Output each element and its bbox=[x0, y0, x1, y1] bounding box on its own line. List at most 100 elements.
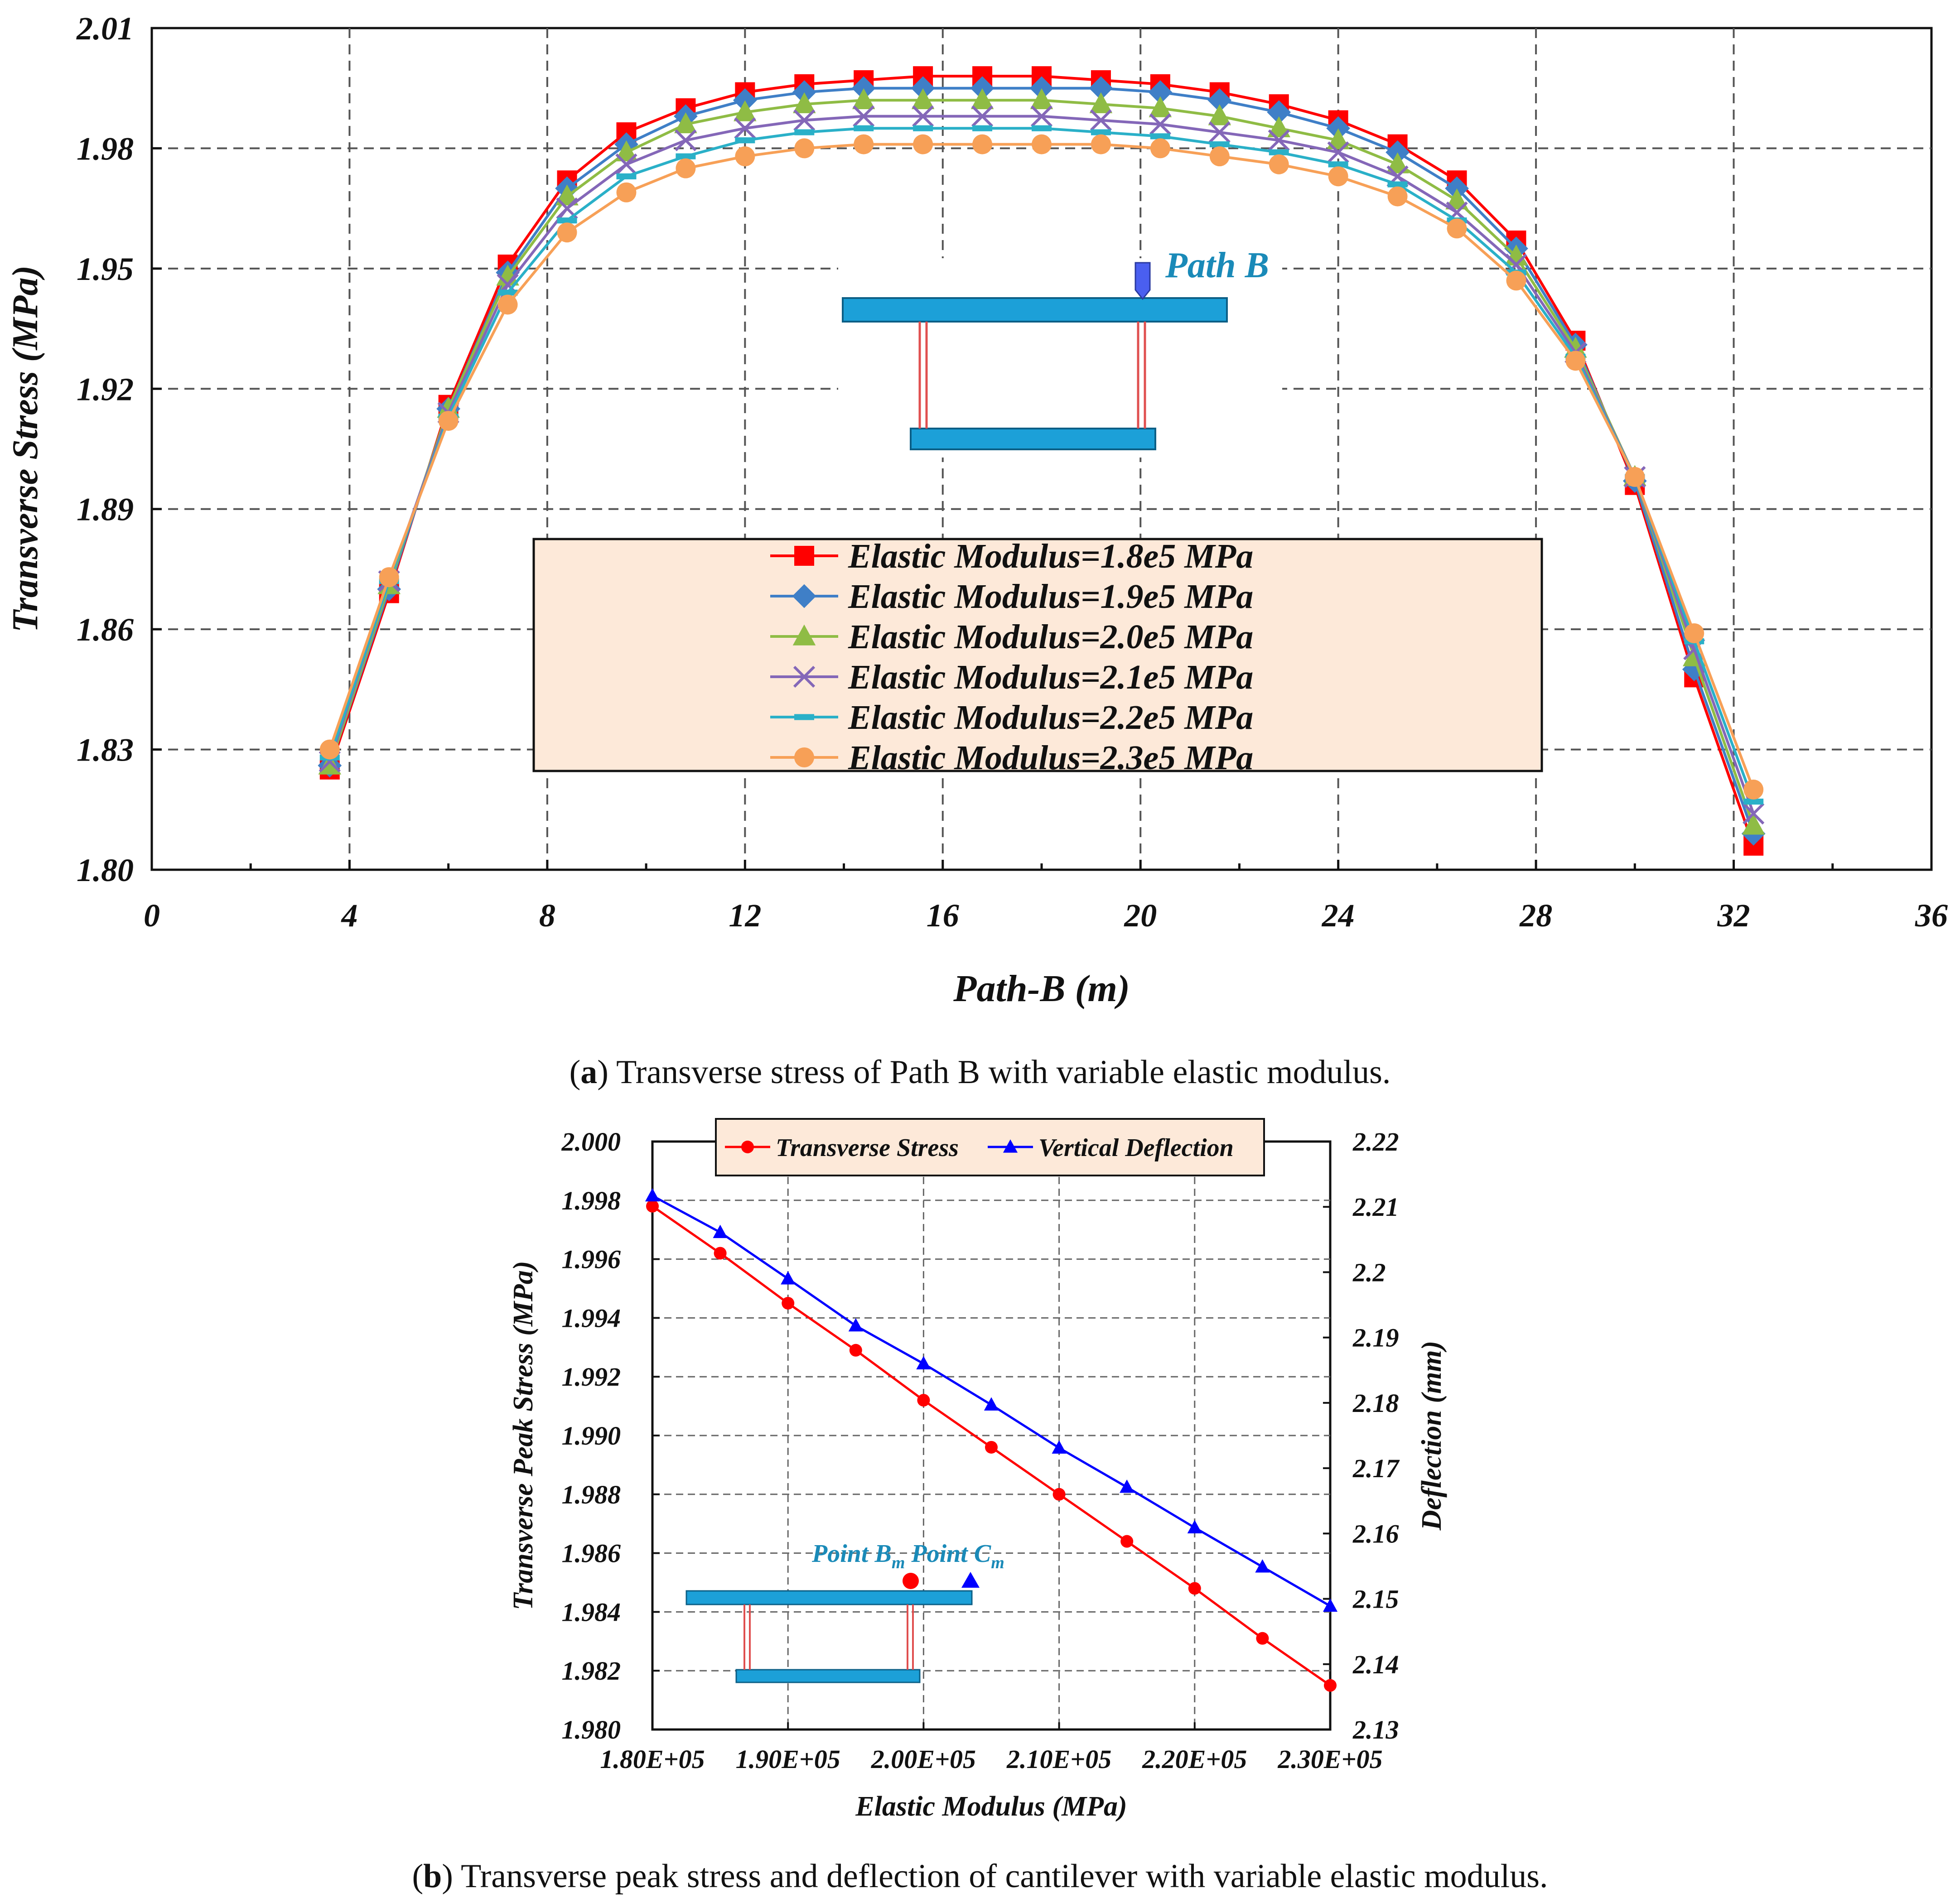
chart-a-data-point bbox=[1208, 121, 1231, 144]
chart-b-data-point bbox=[1255, 1559, 1270, 1573]
chart-b-x-tick-label: 2.10E+05 bbox=[1006, 1744, 1111, 1774]
chart-a-data-point bbox=[1684, 623, 1704, 643]
chart-a-data-point bbox=[1682, 645, 1706, 666]
inset-a-top-deck bbox=[842, 297, 1228, 323]
chart-b-legend-label: Transverse Stress bbox=[776, 1134, 959, 1162]
chart-b-x-tick-label: 2.00E+05 bbox=[871, 1744, 976, 1774]
chart-a-data-point bbox=[734, 117, 756, 140]
chart-a-data-point bbox=[1387, 186, 1408, 207]
chart-a-legend-item-2: Elastic Modulus=1.9e5 MPa bbox=[770, 578, 1253, 616]
chart-a-data-point bbox=[1387, 181, 1408, 188]
chart-b-y2-tick-label: 2.19 bbox=[1352, 1323, 1399, 1353]
chart-a-data-point bbox=[972, 134, 993, 154]
chart-a-x-tick-label: 16 bbox=[927, 897, 959, 934]
chart-b-y2-tick-label: 2.21 bbox=[1352, 1192, 1399, 1222]
chart-a-data-point bbox=[913, 134, 933, 154]
chart-a-data-point bbox=[675, 129, 697, 151]
chart-b-data-point bbox=[984, 1397, 999, 1411]
chart-a-data-point bbox=[1326, 116, 1351, 140]
point-c-subscript: m bbox=[991, 1553, 1004, 1572]
inset-b-point-labels: Point Bm Point Cm bbox=[811, 1540, 1004, 1572]
chart-b-y2-axis-title: Deflection (mm) bbox=[1416, 1341, 1447, 1531]
chart-a-x-tick-label: 32 bbox=[1717, 897, 1750, 934]
chart-b-grid bbox=[652, 1142, 1330, 1730]
chart-a-data-point bbox=[1328, 161, 1348, 168]
chart-a-legend-marker bbox=[792, 624, 816, 646]
chart-a-data-point bbox=[1032, 134, 1052, 154]
chart-b-data-point bbox=[1187, 1520, 1202, 1533]
chart-a-data-point bbox=[616, 182, 637, 202]
chart-b-data-point bbox=[713, 1224, 728, 1238]
chart-a-series bbox=[318, 66, 1766, 856]
chart-a-data-point bbox=[1386, 152, 1409, 173]
chart-a-y-tick-label: 1.98 bbox=[77, 130, 134, 167]
chart-a-data-point bbox=[1742, 814, 1765, 835]
chart-a-x-tick-label: 0 bbox=[144, 897, 160, 934]
chart-b-y-tick-label: 1.982 bbox=[562, 1656, 621, 1686]
chart-a-data-point bbox=[1267, 116, 1291, 137]
chart-a-data-point bbox=[1268, 129, 1290, 151]
chart-b-data-point bbox=[1120, 1479, 1134, 1493]
chart-b-data-point bbox=[848, 1318, 863, 1332]
chart-b-y2-tick-label: 2.16 bbox=[1352, 1519, 1399, 1548]
chart-a-data-point bbox=[497, 294, 518, 315]
chart-b-y-tick-label: 1.998 bbox=[562, 1186, 621, 1215]
chart-a-legend-marker bbox=[794, 747, 814, 767]
chart-a-data-point bbox=[854, 134, 874, 154]
chart-b-series-1 bbox=[646, 1200, 1337, 1692]
chart-a-legend-marker bbox=[792, 584, 816, 608]
chart-b-y2-tick-label: 2.18 bbox=[1352, 1388, 1399, 1418]
chart-a-y-tick-label: 2.01 bbox=[76, 10, 134, 47]
chart-a-data-point bbox=[1565, 351, 1586, 371]
chart-b-axes: 1.80E+05 1.90E+05 2.00E+05 2.10E+05 2.20E+05… bbox=[508, 1127, 1447, 1822]
chart-a-data-point bbox=[615, 140, 638, 162]
chart-a-data-point bbox=[735, 146, 755, 167]
chart-a-data-point bbox=[1148, 80, 1173, 104]
chart-a-legend-item-4: Elastic Modulus=2.1e5 MPa bbox=[770, 658, 1253, 696]
chart-b-legend-marker bbox=[741, 1141, 754, 1153]
chart-a-data-point bbox=[676, 153, 696, 159]
chart-b-series-2 bbox=[645, 1188, 1338, 1612]
chart-a-legend-label: Elastic Modulus=2.3e5 MPa bbox=[848, 739, 1253, 777]
chart-a-data-point bbox=[792, 92, 816, 113]
chart-a-series-4 bbox=[319, 105, 1765, 825]
chart-b-y-tick-label: 1.996 bbox=[562, 1245, 621, 1274]
chart-a-x-tick-label: 20 bbox=[1124, 897, 1157, 934]
chart-a-y-axis-title: Transverse Stress (MPa) bbox=[5, 265, 45, 632]
chart-a-data-point bbox=[913, 125, 933, 131]
chart-a-data-point bbox=[1445, 188, 1468, 210]
chart-a-data-point bbox=[1267, 100, 1291, 125]
chart-a-data-point bbox=[438, 411, 459, 431]
chart-a-x-tick-label: 4 bbox=[340, 897, 357, 934]
chart-b-y2-tick-label: 2.13 bbox=[1352, 1715, 1399, 1744]
chart-b-legend-item-2: Vertical Deflection bbox=[988, 1134, 1234, 1162]
chart-a-data-point bbox=[1743, 780, 1764, 800]
inset-b-top-deck bbox=[686, 1590, 973, 1605]
chart-b-x-tick-label: 1.80E+05 bbox=[600, 1744, 705, 1774]
chart-a-legend-item-5: Elastic Modulus=2.2e5 MPa bbox=[770, 699, 1253, 737]
chart-b-series bbox=[645, 1188, 1338, 1692]
chart-a-data-point bbox=[1447, 218, 1467, 239]
chart-a-y-tick-label: 1.89 bbox=[77, 491, 134, 528]
chart-a-data-point bbox=[1150, 133, 1170, 140]
chart-a-data-point bbox=[733, 88, 757, 112]
chart-a-data-point bbox=[854, 125, 874, 131]
chart-a-data-point bbox=[318, 753, 342, 775]
chart-a-data-point bbox=[1089, 92, 1113, 113]
chart-b-data-point bbox=[985, 1440, 998, 1454]
chart-a-x-tick-label: 24 bbox=[1322, 897, 1355, 934]
chart-b-plot-area bbox=[651, 1140, 1332, 1731]
chart-a-legend-label: Elastic Modulus=2.1e5 MPa bbox=[848, 658, 1253, 696]
chart-a-data-point bbox=[1506, 270, 1526, 291]
chart-a-axes: 0 4 8 12 16 20 24 28 32 36 1.80 1.83 1.86 1.89 1.92 1.9… bbox=[5, 10, 1948, 1010]
chart-a-legend-item-1: Elastic Modulus=1.8e5 MPa bbox=[770, 537, 1253, 575]
chart-a-x-tick-label: 28 bbox=[1519, 897, 1552, 934]
chart-a-data-point bbox=[1029, 76, 1054, 101]
chart-b-data-point bbox=[646, 1200, 659, 1213]
chart-b-data-point bbox=[1256, 1632, 1269, 1645]
chart-a-data-point bbox=[555, 184, 579, 206]
chart-b-x-tick-label: 2.20E+05 bbox=[1142, 1744, 1247, 1774]
chart-a-data-point bbox=[794, 138, 815, 159]
chart-a-data-point bbox=[852, 88, 875, 110]
